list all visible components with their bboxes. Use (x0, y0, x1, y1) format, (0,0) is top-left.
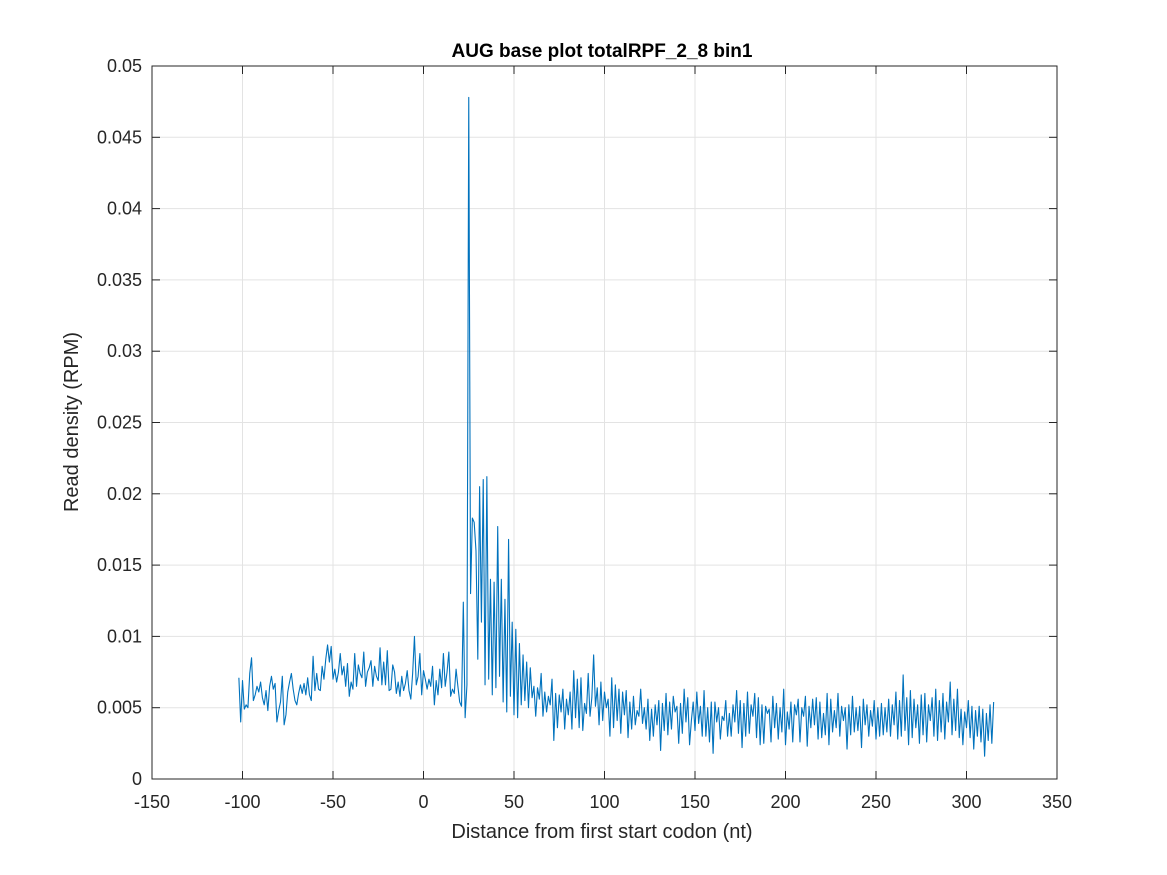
x-tick-label: 350 (1042, 792, 1072, 812)
x-tick-label: -50 (320, 792, 346, 812)
x-tick-label: 50 (504, 792, 524, 812)
x-tick-label: 100 (589, 792, 619, 812)
x-tick-label: 300 (951, 792, 981, 812)
x-axis-ticks: -150 -100 -50 0 50 100 150 200 250 300 350 (134, 66, 1072, 812)
y-tick-label: 0.03 (107, 341, 142, 361)
series-line (238, 96, 995, 757)
x-tick-label: 250 (861, 792, 891, 812)
x-tick-label: -150 (134, 792, 170, 812)
y-tick-label: 0.005 (97, 698, 142, 718)
y-axis-label: Read density (RPM) (61, 332, 83, 512)
x-tick-label: 0 (418, 792, 428, 812)
y-tick-label: 0.015 (97, 555, 142, 575)
x-tick-label: 150 (680, 792, 710, 812)
y-tick-label: 0 (132, 769, 142, 789)
y-tick-label: 0.045 (97, 127, 142, 147)
x-tick-label: 200 (770, 792, 800, 812)
y-tick-label: 0.04 (107, 199, 142, 219)
y-axis-ticks: 0 0.005 0.01 0.015 0.02 0.025 0.03 0.035 0.04 0.0… (97, 56, 1057, 789)
x-axis-label: Distance from first start codon (nt) (451, 821, 752, 843)
chart-title: AUG base plot totalRPF_2_8 bin1 (452, 41, 753, 62)
y-tick-label: 0.02 (107, 484, 142, 504)
y-tick-label: 0.025 (97, 413, 142, 433)
y-tick-label: 0.05 (107, 56, 142, 76)
data-series (238, 96, 995, 757)
x-tick-label: -100 (224, 792, 260, 812)
y-tick-label: 0.035 (97, 270, 142, 290)
y-tick-label: 0.01 (107, 626, 142, 646)
